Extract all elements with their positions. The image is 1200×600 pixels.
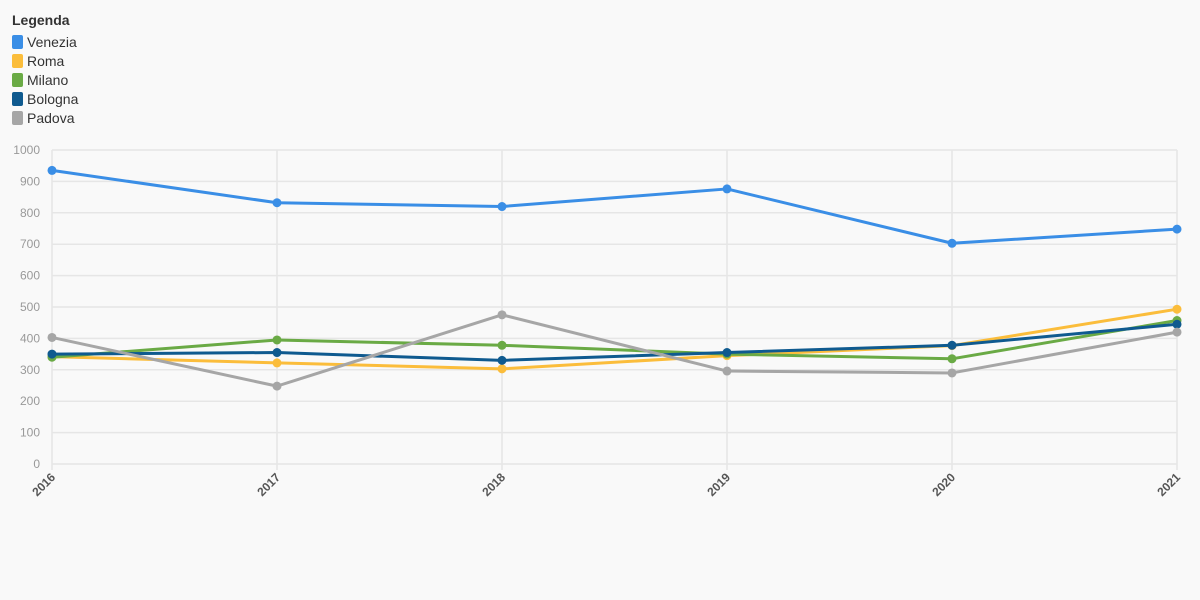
data-point-padova[interactable] — [722, 366, 732, 376]
legend-item-bologna[interactable]: Bologna — [12, 89, 78, 108]
data-point-bologna[interactable] — [1172, 319, 1182, 329]
y-tick-label: 400 — [20, 331, 40, 345]
data-point-padova[interactable] — [47, 332, 57, 342]
y-tick-label: 600 — [20, 269, 40, 283]
series-line-roma — [51, 307, 1178, 371]
legend-swatch — [12, 34, 23, 49]
data-point-venezia[interactable] — [1172, 224, 1182, 234]
x-tick-label: 2018 — [479, 470, 508, 499]
x-tick-label: 2021 — [1154, 470, 1183, 499]
y-tick-label: 500 — [20, 300, 40, 314]
x-tick-label: 2020 — [929, 470, 958, 499]
legend-label: Roma — [27, 52, 65, 69]
legend-swatch — [12, 110, 23, 125]
series-bologna — [47, 319, 1182, 365]
data-point-bologna[interactable] — [947, 340, 957, 350]
legend: Legenda Venezia Roma Milano Bologna Padova — [12, 12, 78, 127]
series-line-venezia — [51, 168, 1178, 245]
legend-item-padova[interactable]: Padova — [12, 108, 78, 127]
axis-layer: 0 100 200 300 400 500 600 700 800 900 1000 2016 2017… — [13, 143, 1183, 499]
legend-label: Padova — [27, 109, 75, 126]
legend-swatch — [12, 72, 23, 87]
y-tick-label: 900 — [20, 174, 40, 188]
y-tick-label: 700 — [20, 237, 40, 251]
legend-item-venezia[interactable]: Venezia — [12, 32, 78, 51]
series-padova — [47, 310, 1182, 391]
data-point-milano[interactable] — [947, 354, 957, 364]
y-tick-label: 800 — [20, 206, 40, 220]
legend-title: Legenda — [12, 12, 70, 28]
legend-items: Venezia Roma Milano Bologna Padova — [12, 32, 78, 127]
data-point-milano[interactable] — [272, 335, 282, 345]
y-tick-label: 200 — [20, 394, 40, 408]
data-point-roma[interactable] — [497, 364, 507, 374]
data-point-bologna[interactable] — [497, 355, 507, 365]
data-point-venezia[interactable] — [722, 184, 732, 194]
series-layer — [47, 165, 1182, 391]
legend-swatch — [12, 53, 23, 68]
y-tick-label: 0 — [33, 457, 40, 471]
data-point-venezia[interactable] — [497, 202, 507, 212]
data-point-roma[interactable] — [1172, 304, 1182, 314]
data-point-venezia[interactable] — [47, 165, 57, 175]
legend-label: Bologna — [27, 90, 79, 107]
data-point-padova[interactable] — [272, 381, 282, 391]
data-point-venezia[interactable] — [947, 238, 957, 248]
data-point-milano[interactable] — [497, 340, 507, 350]
series-venezia — [47, 165, 1182, 248]
data-point-venezia[interactable] — [272, 198, 282, 208]
legend-item-roma[interactable]: Roma — [12, 51, 78, 70]
y-tick-label: 300 — [20, 363, 40, 377]
legend-swatch — [12, 91, 23, 106]
data-point-bologna[interactable] — [272, 348, 282, 358]
x-tick-label: 2016 — [29, 470, 58, 499]
x-tick-label: 2019 — [704, 470, 733, 499]
series-line-bologna — [51, 322, 1178, 362]
series-line-padova — [51, 313, 1178, 388]
data-point-padova[interactable] — [947, 368, 957, 378]
series-line-milano — [51, 319, 1178, 361]
y-tick-label: 100 — [20, 426, 40, 440]
data-point-padova[interactable] — [1172, 327, 1182, 337]
x-tick-label: 2017 — [254, 470, 283, 499]
y-tick-label: 1000 — [13, 143, 40, 157]
data-point-padova[interactable] — [497, 310, 507, 320]
legend-label: Venezia — [27, 33, 77, 50]
data-point-roma[interactable] — [272, 358, 282, 368]
legend-item-milano[interactable]: Milano — [12, 70, 78, 89]
data-point-bologna[interactable] — [722, 348, 732, 358]
data-point-bologna[interactable] — [47, 349, 57, 359]
legend-label: Milano — [27, 71, 69, 88]
